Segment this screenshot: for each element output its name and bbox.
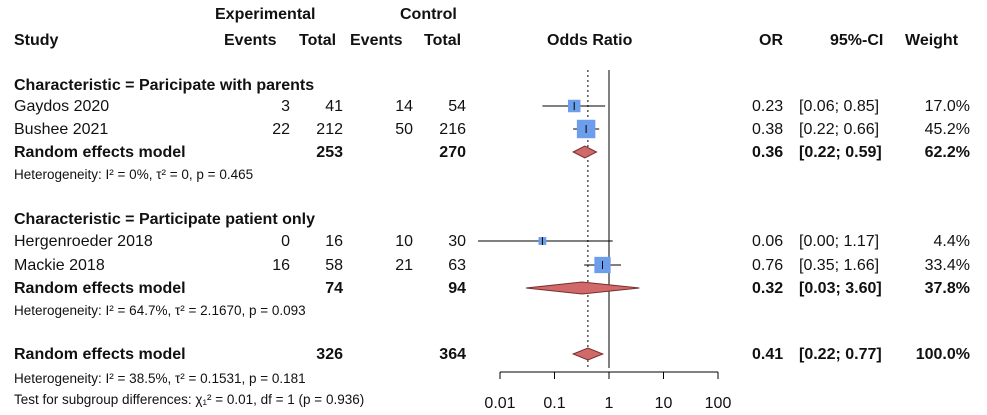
exp-events: 3 bbox=[281, 98, 290, 115]
study-name: Hergenroeder 2018 bbox=[14, 233, 153, 250]
weight-value: 17.0% bbox=[924, 98, 970, 115]
or-value: 0.06 bbox=[752, 233, 784, 250]
pooled-diamond bbox=[525, 281, 640, 295]
heterogeneity-text: Heterogeneity: I² = 64.7%, τ² = 2.1670, … bbox=[14, 303, 306, 318]
header-odds-ratio: Odds Ratio bbox=[547, 32, 633, 49]
exp-events: 16 bbox=[272, 257, 290, 274]
subgroup-title: Characteristic = Participate patient onl… bbox=[14, 211, 315, 228]
or-value: 0.41 bbox=[752, 346, 784, 363]
header-events-exp: Events bbox=[224, 32, 277, 49]
ctl-events: 14 bbox=[395, 98, 413, 115]
model-label: Random effects model bbox=[14, 346, 186, 363]
or-value: 0.76 bbox=[752, 257, 784, 274]
ctl-total: 30 bbox=[448, 233, 466, 250]
pooled-diamond bbox=[571, 347, 605, 361]
x-tick-label: 1 bbox=[605, 395, 614, 412]
x-tick-label: 0.01 bbox=[484, 395, 515, 412]
ctl-total: 270 bbox=[439, 144, 466, 161]
ci-value: [0.22; 0.66] bbox=[799, 121, 880, 138]
ctl-total: 94 bbox=[448, 280, 466, 297]
ctl-total: 216 bbox=[439, 121, 466, 138]
ci-value: [0.00; 1.17] bbox=[799, 233, 880, 250]
ctl-total: 63 bbox=[448, 257, 466, 274]
weight-value: 62.2% bbox=[924, 144, 970, 161]
subgroup-test-text: Test for subgroup differences: χ₁² = 0.0… bbox=[14, 392, 365, 407]
ci-value: [0.22; 0.77] bbox=[799, 346, 882, 363]
model-label: Random effects model bbox=[14, 144, 186, 161]
ci-value: [0.06; 0.85] bbox=[799, 98, 880, 115]
exp-events: 22 bbox=[272, 121, 290, 138]
header-events-ctl: Events bbox=[350, 32, 403, 49]
ctl-events: 50 bbox=[395, 121, 413, 138]
exp-total: 212 bbox=[316, 121, 343, 138]
ci-value: [0.03; 3.60] bbox=[799, 280, 882, 297]
x-tick-label: 10 bbox=[655, 395, 673, 412]
exp-total: 253 bbox=[316, 144, 343, 161]
heterogeneity-text: Heterogeneity: I² = 0%, τ² = 0, p = 0.46… bbox=[14, 167, 254, 182]
ctl-total: 54 bbox=[448, 98, 466, 115]
ctl-events: 10 bbox=[395, 233, 413, 250]
header-weight: Weight bbox=[905, 32, 959, 49]
study-name: Mackie 2018 bbox=[14, 257, 105, 274]
weight-value: 37.8% bbox=[924, 280, 970, 297]
weight-value: 45.2% bbox=[924, 121, 970, 138]
exp-events: 0 bbox=[281, 233, 290, 250]
exp-total: 326 bbox=[316, 346, 343, 363]
ctl-total: 364 bbox=[439, 346, 466, 363]
x-tick-label: 0.1 bbox=[543, 395, 565, 412]
header-study: Study bbox=[14, 32, 59, 49]
header-total-exp: Total bbox=[299, 32, 337, 49]
header-total-ctl: Total bbox=[424, 32, 462, 49]
or-value: 0.36 bbox=[752, 144, 784, 161]
study-name: Bushee 2021 bbox=[14, 121, 109, 138]
or-value: 0.32 bbox=[752, 280, 784, 297]
ctl-events: 21 bbox=[395, 257, 413, 274]
subgroup-title: Characteristic = Paricipate with parents bbox=[14, 77, 315, 94]
exp-total: 74 bbox=[325, 280, 343, 297]
study-name: Gaydos 2020 bbox=[14, 98, 110, 115]
header-ci: 95%-CI bbox=[830, 32, 884, 49]
exp-total: 16 bbox=[325, 233, 343, 250]
pooled-diamond bbox=[572, 145, 598, 159]
weight-value: 100.0% bbox=[915, 346, 970, 363]
weight-value: 4.4% bbox=[933, 233, 970, 250]
header-control: Control bbox=[400, 6, 457, 23]
x-tick-label: 100 bbox=[705, 395, 732, 412]
header-or: OR bbox=[759, 32, 783, 49]
heterogeneity-text: Heterogeneity: I² = 38.5%, τ² = 0.1531, … bbox=[14, 371, 306, 386]
exp-total: 58 bbox=[325, 257, 343, 274]
weight-value: 33.4% bbox=[924, 257, 970, 274]
exp-total: 41 bbox=[325, 98, 343, 115]
or-value: 0.23 bbox=[752, 98, 784, 115]
ci-value: [0.22; 0.59] bbox=[799, 144, 882, 161]
or-value: 0.38 bbox=[752, 121, 784, 138]
model-label: Random effects model bbox=[14, 280, 186, 297]
ci-value: [0.35; 1.66] bbox=[799, 257, 880, 274]
header-experimental: Experimental bbox=[215, 6, 316, 23]
